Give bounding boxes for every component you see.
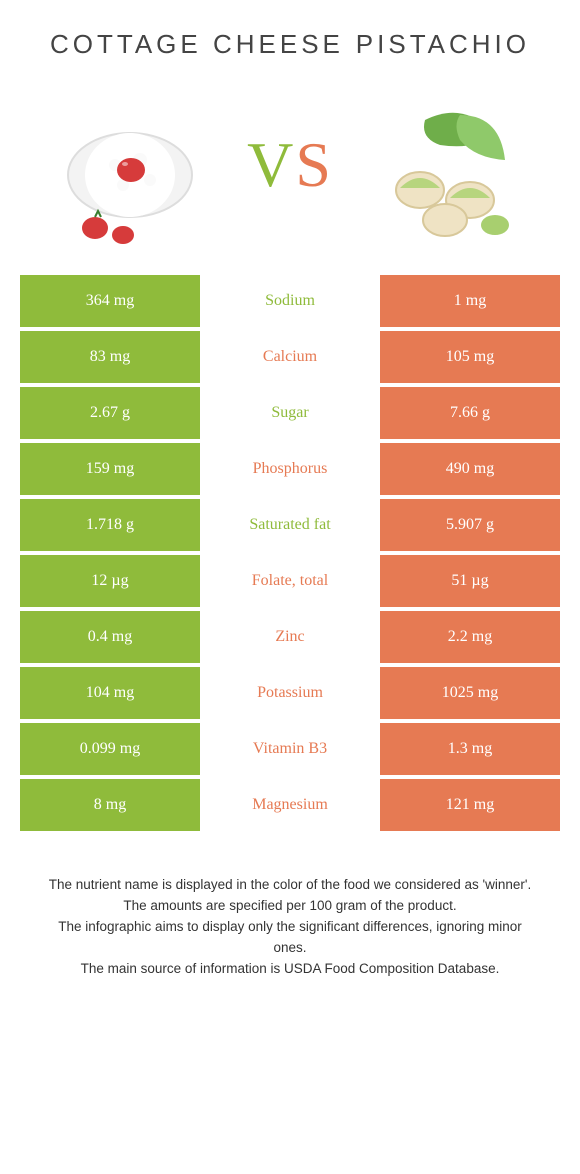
left-value: 8 mg xyxy=(20,779,200,835)
header: COTTAGE CHEESE PISTACHIO xyxy=(20,30,560,70)
right-value: 2.2 mg xyxy=(380,611,560,667)
footnote-line: The main source of information is USDA F… xyxy=(40,959,540,980)
right-value: 121 mg xyxy=(380,779,560,835)
table-row: 0.099 mgVitamin B31.3 mg xyxy=(20,723,560,779)
left-value: 159 mg xyxy=(20,443,200,499)
right-value: 51 µg xyxy=(380,555,560,611)
right-value: 1.3 mg xyxy=(380,723,560,779)
right-value: 7.66 g xyxy=(380,387,560,443)
left-value: 0.4 mg xyxy=(20,611,200,667)
footnote-line: The infographic aims to display only the… xyxy=(40,917,540,959)
table-row: 12 µgFolate, total51 µg xyxy=(20,555,560,611)
nutrient-name: Calcium xyxy=(200,331,380,387)
table-row: 2.67 gSugar7.66 g xyxy=(20,387,560,443)
nutrient-name: Magnesium xyxy=(200,779,380,835)
left-value: 83 mg xyxy=(20,331,200,387)
nutrient-name: Sugar xyxy=(200,387,380,443)
pistachio-image xyxy=(365,80,535,250)
vs-s: S xyxy=(295,129,333,200)
left-value: 2.67 g xyxy=(20,387,200,443)
table-row: 1.718 gSaturated fat5.907 g xyxy=(20,499,560,555)
table-row: 364 mgSodium1 mg xyxy=(20,275,560,331)
nutrient-name: Saturated fat xyxy=(200,499,380,555)
left-value: 0.099 mg xyxy=(20,723,200,779)
left-value: 1.718 g xyxy=(20,499,200,555)
right-food-title: PISTACHIO xyxy=(356,30,530,60)
right-value: 5.907 g xyxy=(380,499,560,555)
table-row: 83 mgCalcium105 mg xyxy=(20,331,560,387)
right-value: 1025 mg xyxy=(380,667,560,723)
table-row: 104 mgPotassium1025 mg xyxy=(20,667,560,723)
nutrient-name: Zinc xyxy=(200,611,380,667)
table-row: 159 mgPhosphorus490 mg xyxy=(20,443,560,499)
left-value: 364 mg xyxy=(20,275,200,331)
left-value: 12 µg xyxy=(20,555,200,611)
nutrient-name: Folate, total xyxy=(200,555,380,611)
right-value: 105 mg xyxy=(380,331,560,387)
vs-label: VS xyxy=(247,128,333,202)
table-row: 0.4 mgZinc2.2 mg xyxy=(20,611,560,667)
nutrient-name: Potassium xyxy=(200,667,380,723)
cottage-cheese-image xyxy=(45,80,215,250)
nutrient-name: Phosphorus xyxy=(200,443,380,499)
infographic-container: COTTAGE CHEESE PISTACHIO VS xyxy=(0,0,580,1000)
footnotes: The nutrient name is displayed in the co… xyxy=(20,835,560,980)
footnote-line: The nutrient name is displayed in the co… xyxy=(40,875,540,896)
comparison-table: 364 mgSodium1 mg83 mgCalcium105 mg2.67 g… xyxy=(20,275,560,835)
vs-v: V xyxy=(247,129,295,200)
table-row: 8 mgMagnesium121 mg xyxy=(20,779,560,835)
nutrient-name: Sodium xyxy=(200,275,380,331)
left-food-title: COTTAGE CHEESE xyxy=(50,30,344,60)
right-value: 1 mg xyxy=(380,275,560,331)
left-value: 104 mg xyxy=(20,667,200,723)
nutrient-name: Vitamin B3 xyxy=(200,723,380,779)
images-row: VS xyxy=(20,70,560,275)
footnote-line: The amounts are specified per 100 gram o… xyxy=(40,896,540,917)
right-value: 490 mg xyxy=(380,443,560,499)
